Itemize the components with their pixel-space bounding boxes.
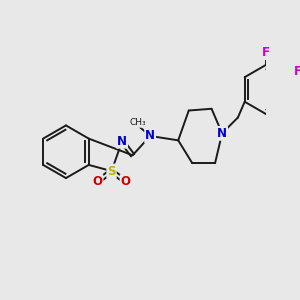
- Text: O: O: [92, 175, 103, 188]
- Text: N: N: [217, 127, 227, 140]
- Text: CH₃: CH₃: [130, 118, 146, 127]
- Text: F: F: [262, 46, 270, 59]
- Text: F: F: [294, 64, 300, 77]
- Text: N: N: [145, 130, 155, 142]
- Text: O: O: [121, 175, 130, 188]
- Text: N: N: [117, 135, 127, 148]
- Text: S: S: [107, 165, 116, 178]
